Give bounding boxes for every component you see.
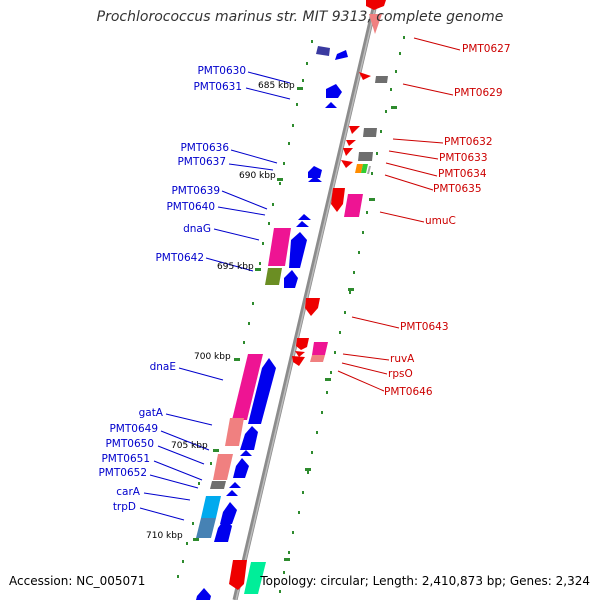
gene-label-PMT0646[interactable]: PMT0646 [384,386,433,398]
gene-label-PMT0643[interactable]: PMT0643 [400,321,449,333]
gene-PMT0633b [343,148,353,156]
gene-ruvA [312,342,328,355]
gene-PMT0651-blue [233,458,249,478]
gene-label-ruvA[interactable]: ruvA [390,353,415,365]
reverse-gene-features [196,46,348,600]
gene-PMT0652 [210,481,226,489]
gene-PMT0635 [367,166,371,174]
gene-PMT0640 [296,221,309,227]
gene-PMT0629 [375,76,388,83]
gene-PMT0634 [355,164,363,173]
gene-PMT0649 [240,426,258,450]
gene-PMT0627 [366,0,386,10]
gene-trpD-blue [220,502,237,524]
gene-PMT0633a [346,140,356,146]
kbp-label: 690 kbp [239,171,276,181]
gene-PMT0636 [308,166,322,178]
gene-label-PMT0627[interactable]: PMT0627 [462,43,511,55]
gene-label-dnaG[interactable]: dnaG [183,223,211,235]
gene-label-dnaE[interactable]: dnaE [150,361,176,373]
gene-PMT0632 [363,128,377,137]
kbp-labels: 685 kbp 690 kbp 695 kbp 700 kbp 705 kbp … [146,81,295,541]
forward-leader-lines [337,37,461,392]
gene-carA-blue [226,490,238,496]
gene-trpD-blue2 [214,518,232,542]
gene-PMT0630 [335,50,348,60]
gene-dnaG [268,228,291,266]
gene-label-PMT0637[interactable]: PMT0637 [177,156,226,168]
forward-gene-labels: PMT0627 PMT0629 PMT0632 PMT0633 PMT0634 … [384,43,511,398]
gene-label-PMT0634[interactable]: PMT0634 [438,168,487,180]
gene-umuC-red [331,188,345,212]
gene-label-umuC[interactable]: umuC [425,215,456,227]
forward-gene-features [229,0,388,594]
kbp-label: 685 kbp [258,81,295,91]
gene-dnaE-blue [248,358,276,424]
gene-PMT0631 [326,84,342,98]
gene-rpsO [310,355,325,362]
gene-umuC [344,194,363,217]
kbp-label: 710 kbp [146,531,183,541]
gene-label-rpsO[interactable]: rpsO [388,368,413,380]
gene-PMT0639 [298,214,311,220]
gene-ruvA-red2 [295,351,305,357]
gene-PMT0642 [265,268,282,285]
reverse-leader-lines [139,71,291,521]
gene-PMT0651 [213,454,233,480]
gene-trpD [196,518,216,538]
gene-ruvA-red3 [292,356,305,366]
gene-PMT0633 [358,152,373,161]
gene-PMT0652-blue [229,482,241,488]
gene-PMT0643 [305,298,320,316]
gene-PMT0632a [349,126,360,134]
gene-label-PMT0630[interactable]: PMT0630 [197,65,246,77]
gene-ruvA-red [296,338,309,350]
gene-label-PMT0640[interactable]: PMT0640 [166,201,215,213]
gene-label-PMT0651[interactable]: PMT0651 [101,453,150,465]
genome-summary-text: Topology: circular; Length: 2,410,873 bp… [260,574,590,588]
genome-axis [232,0,379,600]
gene-label-PMT0652[interactable]: PMT0652 [98,467,147,479]
gene-label-carA[interactable]: carA [116,486,141,498]
gene-end-blue [196,588,211,600]
gene-PMT0629a [359,72,371,80]
gene-label-PMT0635[interactable]: PMT0635 [433,183,482,195]
gene-PMT0650 [240,450,252,456]
gene-dnaE [232,354,263,420]
gene-PMT0634b [361,164,368,173]
gene-label-trpD[interactable]: trpD [113,501,136,513]
kbp-label: 705 kbp [171,441,208,451]
gene-label-PMT0632[interactable]: PMT0632 [444,136,493,148]
gene-label-gatA[interactable]: gatA [139,407,164,419]
gene-label-PMT0633[interactable]: PMT0633 [439,152,488,164]
gene-label-PMT0629[interactable]: PMT0629 [454,87,503,99]
gene-carA [201,496,221,518]
gene-label-PMT0650[interactable]: PMT0650 [105,438,154,450]
gene-PMT0646b [244,562,266,594]
gene-PMT0628 [316,46,330,56]
gene-PMT0627b [369,14,382,34]
accession-text: Accession: NC_005071 [9,574,146,588]
gene-PMT0642-blue [284,270,298,288]
gene-PMT0631b [325,102,337,108]
gene-PMT0634a [341,160,353,168]
gene-label-PMT0642[interactable]: PMT0642 [155,252,204,264]
gene-gatA [225,418,244,446]
reverse-gene-labels: PMT0630 PMT0631 PMT0636 PMT0637 PMT0639 … [98,65,246,513]
gene-label-PMT0636[interactable]: PMT0636 [180,142,229,154]
gene-PMT0646 [229,560,247,590]
gene-PMT0637 [308,176,322,182]
kbp-label: 695 kbp [217,262,254,272]
kbp-tick-marks [193,87,397,561]
gene-label-PMT0649[interactable]: PMT0649 [109,423,158,435]
map-title: Prochlorococcus marinus str. MIT 9313, c… [96,9,504,25]
gene-label-PMT0639[interactable]: PMT0639 [171,185,220,197]
forward-track-dots [279,36,405,593]
kbp-label: 700 kbp [194,352,231,362]
reverse-track-dots [177,40,313,578]
gene-dnaG-blue [289,232,307,268]
gene-label-PMT0631[interactable]: PMT0631 [193,81,242,93]
